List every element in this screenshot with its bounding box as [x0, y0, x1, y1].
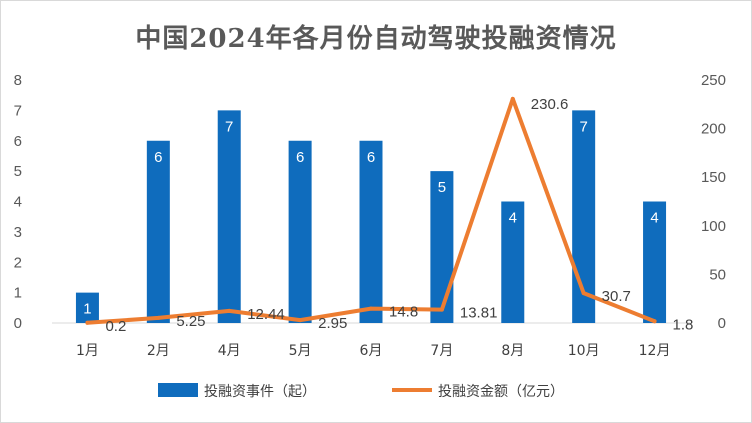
y-left-tick-label: 5 — [14, 163, 22, 180]
bar — [572, 110, 596, 323]
bar — [501, 201, 525, 323]
y-left-tick-label: 6 — [14, 133, 22, 150]
legend-label-line: 投融资金额（亿元） — [438, 384, 564, 400]
y-right-tick-label: 150 — [701, 169, 726, 186]
bar-data-label: 7 — [579, 118, 587, 135]
line-data-label: 12.44 — [247, 306, 285, 323]
bar — [430, 171, 454, 323]
bar-data-label: 6 — [367, 149, 375, 166]
x-tick-label: 2月 — [147, 343, 170, 359]
line-point — [156, 315, 161, 320]
bar-data-label: 4 — [509, 210, 517, 227]
bar-data-label: 6 — [154, 149, 162, 166]
x-tick-label: 4月 — [218, 343, 241, 359]
line-data-label: 1.8 — [673, 316, 694, 333]
line-data-label: 5.25 — [176, 313, 205, 330]
bar-data-label: 6 — [296, 149, 304, 166]
line-data-label: 0.2 — [105, 318, 126, 335]
y-left-tick-label: 3 — [14, 224, 22, 241]
line-point — [439, 307, 444, 312]
y-left-tick-label: 0 — [14, 315, 22, 332]
y-right-tick-label: 0 — [718, 315, 726, 332]
bar — [359, 140, 383, 323]
bar — [217, 110, 241, 323]
line-point — [581, 291, 586, 296]
line-point — [652, 319, 657, 324]
bar-data-label: 7 — [225, 118, 233, 135]
y-right-tick-label: 250 — [701, 72, 726, 89]
bar-data-label: 5 — [438, 179, 446, 196]
legend-label-bar: 投融资事件（起） — [204, 384, 316, 400]
bar-data-label: 1 — [83, 301, 91, 318]
line-data-label: 13.81 — [460, 305, 498, 322]
y-right-tick-label: 100 — [701, 218, 726, 235]
bar — [146, 140, 170, 323]
bar — [288, 140, 312, 323]
y-right-tick-label: 200 — [701, 121, 726, 138]
y-right-tick-label: 50 — [709, 266, 726, 283]
line-point — [227, 308, 232, 313]
legend-swatch-bar — [158, 383, 198, 397]
bar — [643, 201, 667, 323]
line-data-label: 14.8 — [389, 304, 418, 321]
y-left-tick-label: 7 — [14, 102, 22, 119]
x-tick-label: 1月 — [76, 343, 99, 359]
chart-title: 中国2024年各月份自动驾驶投融资情况 — [135, 24, 617, 54]
line-point — [369, 306, 373, 311]
y-left-tick-label: 8 — [14, 72, 22, 89]
line-data-label: 30.7 — [602, 288, 631, 305]
line-point — [85, 320, 90, 325]
bar-data-label: 4 — [650, 210, 658, 227]
y-left-tick-label: 1 — [14, 285, 22, 302]
bar — [75, 292, 99, 323]
line-data-label: 230.6 — [531, 96, 569, 113]
x-tick-label: 8月 — [501, 343, 524, 359]
x-tick-label: 7月 — [430, 343, 453, 359]
x-tick-label: 6月 — [360, 343, 383, 359]
y-left-tick-label: 4 — [14, 194, 22, 211]
x-tick-label: 10月 — [568, 343, 600, 359]
line-point — [298, 318, 303, 323]
line-data-label: 2.95 — [318, 315, 347, 332]
x-tick-label: 12月 — [639, 343, 671, 359]
line-point — [510, 96, 515, 101]
y-left-tick-label: 2 — [14, 254, 22, 271]
x-tick-label: 5月 — [289, 343, 312, 359]
